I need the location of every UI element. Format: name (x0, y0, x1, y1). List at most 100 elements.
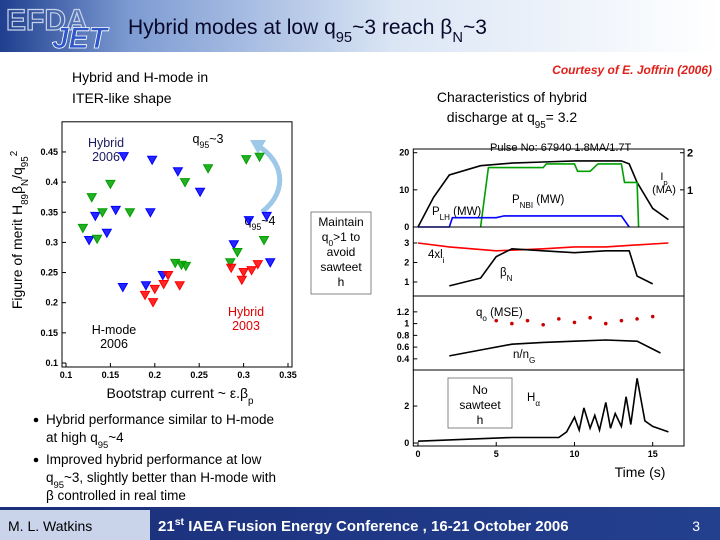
data-point (124, 208, 136, 218)
left-heading: ITER-like shape (72, 90, 172, 106)
text-part: q (193, 132, 200, 146)
y-tick-label: 0.1 (45, 358, 58, 368)
bullet-text: β controlled in real time (46, 488, 186, 503)
text-part: 4xl (428, 249, 443, 261)
text-part: ~3 reach β (352, 16, 452, 39)
no-sawteeth-box (447, 377, 513, 429)
right-heading: Characteristics of hybrid (437, 89, 587, 105)
data-point (588, 315, 592, 320)
data-point (105, 179, 116, 190)
y-tick-label: 0.4 (45, 177, 58, 187)
series-label: Hα (527, 392, 540, 408)
text-part: st (175, 516, 185, 528)
text-part: β (9, 186, 25, 194)
text-part: Bootstrap current ~ ε.β (107, 385, 249, 401)
right-heading: discharge at q95= 3.2 (447, 109, 578, 131)
text-part: ~4 (108, 430, 124, 445)
x-axis-label: Bootstrap current ~ ε.βp (107, 385, 255, 407)
data-point (238, 267, 249, 278)
trace-line (417, 378, 669, 442)
data-point (494, 318, 499, 323)
annotation: H-mode (92, 323, 137, 337)
y-tick-label: 3 (404, 238, 409, 248)
logo-jet: JET (52, 22, 110, 55)
text-part: q (46, 470, 54, 485)
data-point (89, 211, 101, 222)
y2-axis-label: Ip (660, 171, 667, 187)
no-sawteeth-text: sawteet (459, 398, 501, 412)
bullet-dot (33, 417, 39, 423)
text-part: 95 (20, 156, 31, 167)
chart-title: Pulse No: 67940 1.8MA/1.7T (490, 142, 632, 154)
data-point (91, 234, 103, 245)
note-box (310, 211, 372, 295)
data-point (146, 155, 158, 166)
note-text: avoid (327, 245, 356, 259)
data-point (228, 240, 240, 250)
text-part: 95 (199, 140, 209, 150)
y-tick-label: 1.2 (397, 307, 410, 317)
text-part: >1 to (333, 230, 360, 244)
y-tick-label: 0.15 (40, 328, 58, 338)
y-tick-label: 10 (399, 185, 409, 195)
text-part: q (322, 230, 329, 244)
logo-efda: EFDA (6, 4, 88, 37)
text-part: ~3, slightly better than H-mode with (64, 470, 276, 485)
data-point (202, 164, 214, 174)
y2-tick-label: 2 (687, 148, 693, 160)
y-tick-label: 0.4 (397, 354, 410, 364)
data-point (603, 321, 608, 326)
y-tick-label: 0 (404, 222, 409, 232)
series-label: n/nG (513, 349, 535, 365)
x-tick-label: 15 (648, 449, 658, 459)
data-point (172, 167, 184, 177)
text-part: N (507, 274, 513, 283)
data-point (180, 261, 192, 272)
text-part: ~3 (209, 132, 223, 146)
text-part: N (20, 179, 31, 186)
data-point (117, 283, 129, 293)
data-point (261, 211, 273, 222)
panel-frame (412, 226, 685, 297)
text-part: 95 (98, 440, 109, 451)
text-part: discharge at q (447, 109, 535, 125)
data-point (635, 317, 639, 321)
text-part: o (482, 314, 487, 323)
author-box (0, 510, 150, 540)
slide-title: Hybrid modes at low q95~3 reach βN~3 (128, 16, 487, 46)
text-part: Hybrid modes at low q (128, 16, 336, 39)
y-tick-label: 2 (404, 401, 409, 411)
y-axis-label: Figure of merit H89βN/q952 (9, 151, 31, 309)
text-part: 2 (9, 151, 20, 156)
plot-frame (61, 121, 293, 368)
courtesy: Courtesy of E. Joffrin (2006) (552, 63, 712, 77)
panel-frame (412, 295, 685, 371)
y-tick-label: 0.25 (40, 268, 58, 278)
footer-conference: 21st IAEA Fusion Energy Conference , 16-… (158, 516, 569, 535)
y-tick-label: 1 (404, 319, 409, 329)
header-band (0, 0, 720, 52)
bullet-text: Improved hybrid performance at low (46, 452, 262, 467)
series-label: PNBI (MW) (512, 194, 565, 210)
data-point (145, 208, 156, 218)
arrow-head (250, 140, 266, 154)
y-tick-label: 0.35 (40, 207, 58, 217)
data-point (140, 281, 152, 291)
bullet-text: Hybrid performance similar to H-mode (46, 412, 274, 427)
data-point (147, 298, 159, 308)
text-part: q (476, 307, 482, 319)
text-part: 95 (535, 120, 546, 131)
data-point (557, 317, 561, 321)
y-tick-label: 0 (404, 438, 409, 448)
text-part: IAEA Fusion Energy Conference , 16-21 Oc… (184, 518, 569, 535)
x-tick-label: 0.2 (149, 370, 162, 380)
text-part: I (660, 171, 663, 183)
text-part: β (500, 267, 507, 279)
panel-frame (412, 369, 685, 447)
data-point (86, 193, 98, 203)
data-point (650, 314, 655, 319)
y-tick-label: 0.6 (397, 342, 410, 352)
footer-page: 3 (692, 518, 700, 534)
